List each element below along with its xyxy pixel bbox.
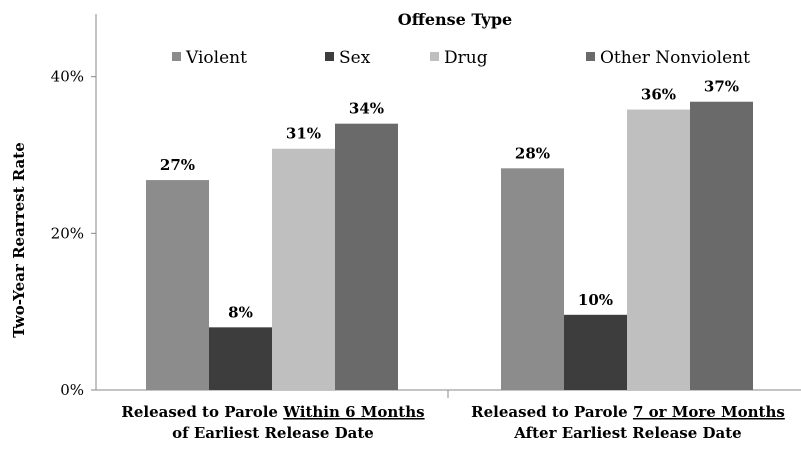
bar-value-label: 37%: [704, 78, 739, 96]
legend: Violent Sex Drug Other Nonviolent: [172, 48, 750, 68]
category-label-line1: Released to Parole Within 6 Months: [121, 403, 424, 421]
bar-value-label: 31%: [286, 125, 321, 143]
bar: [272, 148, 335, 390]
bars: [146, 101, 753, 391]
bar: [564, 314, 627, 390]
bar-value-label: 36%: [641, 86, 676, 104]
bar-value-labels: 27% 8% 31% 34% 28% 10% 36% 37%: [160, 78, 739, 322]
legend-label: Other Nonviolent: [600, 48, 750, 68]
legend-label: Sex: [339, 48, 371, 68]
bar-value-label: 27%: [160, 156, 195, 174]
category-label-prefix: Released to Parole: [121, 403, 283, 421]
category-label-line1: Released to Parole 7 or More Months: [471, 403, 785, 421]
legend-label: Violent: [185, 48, 247, 68]
bar: [501, 168, 564, 390]
category-label-prefix: Released to Parole: [471, 403, 633, 421]
legend-label: Drug: [444, 48, 488, 68]
legend-swatch: [172, 52, 181, 61]
category-label-line2: of Earliest Release Date: [172, 424, 374, 442]
bar-value-label: 28%: [515, 144, 550, 162]
y-axis-title: Two-Year Rearrest Rate: [10, 142, 28, 337]
bar: [209, 327, 272, 390]
category-label-emphasis: 7 or More Months: [633, 403, 785, 421]
y-tick-label: 0%: [60, 381, 84, 399]
category-label-line2: After Earliest Release Date: [513, 424, 741, 442]
legend-title: Offense Type: [398, 10, 512, 29]
y-ticks: 0% 20% 40%: [51, 68, 96, 399]
y-tick-label: 20%: [51, 224, 84, 242]
bar-value-label: 8%: [228, 303, 253, 321]
y-tick-label: 40%: [51, 68, 84, 86]
bar-value-label: 10%: [578, 291, 613, 309]
bar: [690, 101, 753, 390]
bar: [627, 109, 690, 391]
category-label-emphasis: Within 6 Months: [282, 403, 424, 421]
legend-swatch: [430, 52, 439, 61]
category-labels: Released to Parole Within 6 Months of Ear…: [121, 403, 784, 442]
legend-swatch: [586, 52, 595, 61]
bar: [146, 180, 209, 390]
bar: [335, 123, 398, 391]
legend-swatch: [325, 52, 334, 61]
bar-value-label: 34%: [349, 100, 384, 118]
